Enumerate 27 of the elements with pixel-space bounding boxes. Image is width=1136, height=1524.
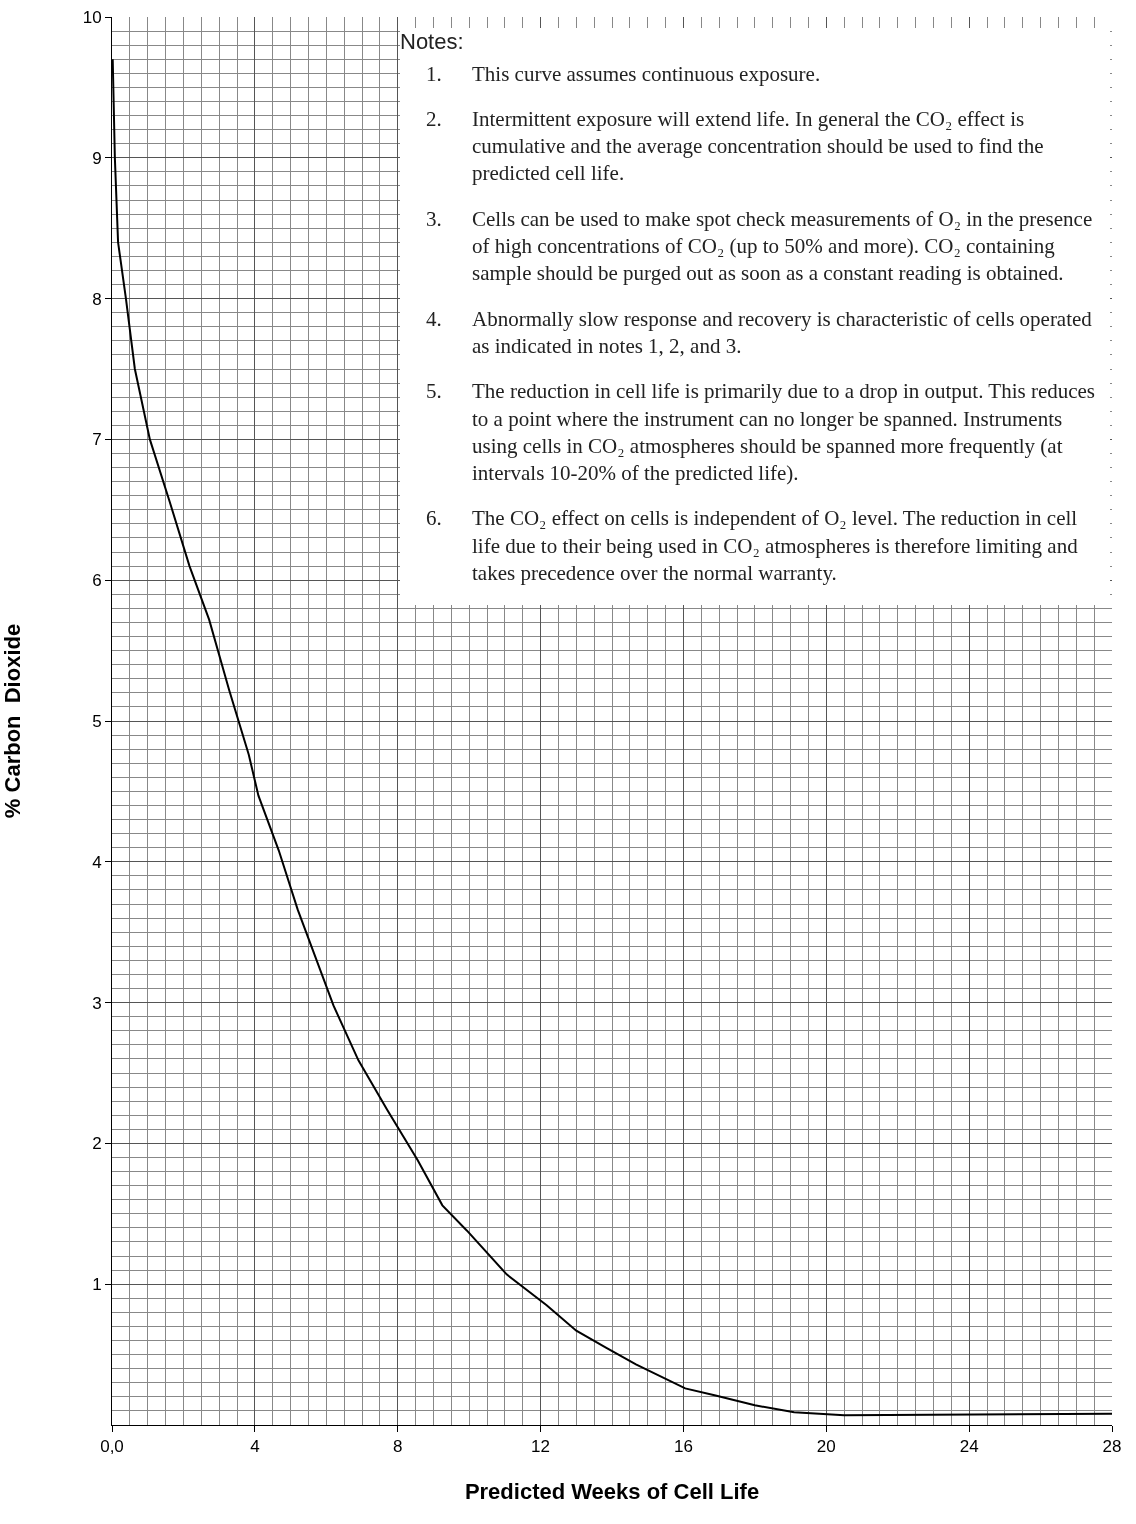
x-tick-label: 8 [392, 1437, 403, 1457]
y-tick-label: 4 [92, 852, 102, 872]
annotation: Notes: [400, 28, 465, 56]
text: 4. Abnormally slow response and recovery is characteristic of cells operated as indicated in notes 1, 2, and 3. [426, 306, 1092, 358]
x-tick-label: 20 [816, 1437, 836, 1457]
x-tick-label: 12 [531, 1437, 551, 1457]
y-tick-label: 10 [82, 7, 102, 27]
x-tick-label: 4 [250, 1437, 260, 1457]
y-axis-title: % Carbon Dioxide [0, 623, 26, 819]
y-tick-label: 1 [92, 1275, 102, 1295]
x-tick-label: 24 [959, 1437, 979, 1457]
x-tick-label: 28 [1102, 1437, 1122, 1457]
y-tick-label: 5 [92, 711, 102, 731]
text: 3. Cells can be used to make spot check measurements of O₂ in the presence of high concentrations of CO₂ (up to 50% and more). CO₂ containing sample should be purged out as soon as a constant reading is obtained. [426, 206, 1093, 286]
y-tick-label: 2 [92, 1134, 102, 1154]
text: 1. This curve assumes continuous exposure. [426, 61, 821, 86]
x-axis-title: Predicted Weeks of Cell Life [464, 1479, 760, 1505]
x-tick-label: 0,0 [100, 1437, 124, 1457]
y-tick-label: 8 [92, 289, 102, 309]
y-tick-label: 6 [92, 571, 102, 591]
y-tick-label: 7 [92, 430, 102, 450]
text: 2. Intermittent exposure will extend life. In general the CO₂ effect is cumulative and the average concentration should be used to find the predicted cell life. [426, 106, 1044, 186]
x-tick-label: 16 [673, 1437, 693, 1457]
text: 6. The CO₂ effect on cells is independent of O₂ level. The reduction in cell life due to their being used in CO₂ atmospheres is therefore limiting and takes precedence over the normal warranty. [426, 506, 1078, 586]
text: 5. The reduction in cell life is primarily due to a drop in output. This reduces to a point where the instrument can no longer be spanned. Instruments using cells in CO₂ atmospheres should be spanned more frequently (at intervals 10-20% of the predicted life). [426, 379, 1096, 486]
y-tick-label: 3 [92, 993, 102, 1013]
y-tick-label: 9 [92, 148, 102, 168]
